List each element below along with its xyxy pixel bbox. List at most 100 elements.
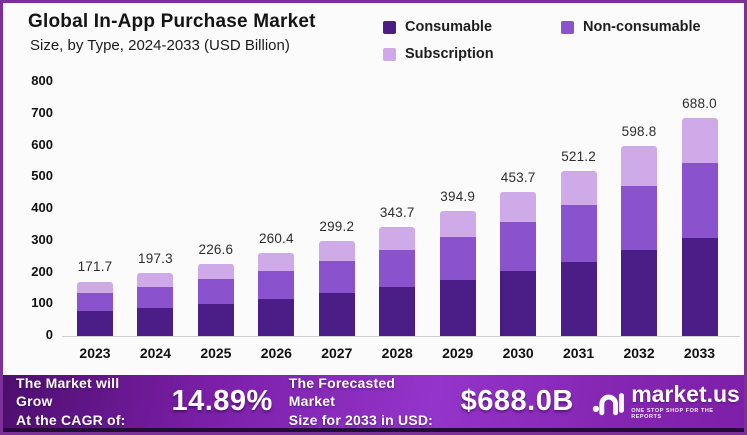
bar-2028 [379, 226, 416, 336]
bar-segment-subscription [137, 273, 174, 287]
x-axis-label-2033: 2033 [683, 345, 716, 361]
bar-segment-consumable [681, 237, 718, 336]
bar-2027 [318, 241, 355, 336]
x-axis-label-2032: 2032 [623, 345, 655, 361]
bar-segment-non-consumable [621, 185, 658, 251]
bar-segment-non-consumable [500, 222, 537, 272]
x-axis-label-2024: 2024 [139, 345, 172, 361]
y-axis-tick-label: 200 [31, 263, 53, 279]
forecast-label-line1: The Forecasted Market [288, 375, 396, 410]
bar-segment-subscription [258, 253, 295, 271]
bar-segment-non-consumable [560, 205, 597, 262]
bar-segment-subscription [77, 281, 113, 293]
bar-segment-subscription [500, 191, 537, 223]
bar-segment-subscription [379, 226, 416, 250]
legend-label: Subscription [405, 46, 494, 62]
bar-2025 [197, 264, 234, 336]
bar-segment-non-consumable [137, 286, 174, 308]
y-axis-tick-label: 500 [31, 168, 53, 184]
x-axis-label-2025: 2025 [200, 345, 232, 361]
legend-label: Consumable [405, 19, 493, 35]
bar-segment-non-consumable [379, 249, 416, 287]
bar-segment-non-consumable [439, 236, 476, 280]
bar-segment-subscription [681, 117, 718, 164]
legend-item-consumable: Consumable [383, 19, 561, 35]
y-axis-tick-label: 300 [31, 231, 53, 247]
y-axis-tick-label: 100 [31, 295, 53, 311]
bar-segment-consumable [621, 250, 658, 336]
bar-2029 [439, 210, 476, 336]
bar-2033 [681, 117, 718, 336]
bar-segment-non-consumable [258, 270, 295, 299]
legend-swatch-icon [561, 20, 574, 34]
bar-segment-subscription [197, 264, 234, 280]
x-axis-label-2030: 2030 [502, 345, 534, 361]
bar-segment-consumable [379, 286, 416, 336]
forecast-label-line2: Size for 2033 in USD: [288, 411, 434, 428]
page-title: Global In-App Purchase Market [28, 11, 316, 32]
bar-total-label: 598.8 [621, 123, 657, 139]
logo-text: market.us [631, 381, 740, 407]
bar-segment-subscription [318, 241, 355, 261]
bar-total-label: 343.7 [379, 204, 415, 220]
x-axis-label-2026: 2026 [260, 345, 292, 361]
legend-label: Non-consumable [583, 19, 701, 35]
x-axis-label-2028: 2028 [381, 345, 413, 361]
chart-plot-area: 171.7 197.3 226.6 260.4 299.2 343.7 394.9 453.7… [62, 82, 740, 337]
legend-swatch-icon [383, 20, 396, 34]
bar-segment-consumable [197, 303, 234, 336]
cagr-label-line1: The Market will Grow [16, 375, 120, 410]
x-axis-label-2023: 2023 [79, 345, 111, 361]
y-axis-tick-label: 800 [31, 73, 53, 88]
bar-segment-consumable [560, 261, 597, 336]
cagr-label: The Market will Grow At the CAGR of: [16, 374, 157, 429]
page-subtitle: Size, by Type, 2024-2033 (USD Billion) [30, 37, 290, 54]
cagr-value: 14.89% [171, 385, 273, 417]
bar-segment-non-consumable [318, 260, 355, 294]
y-axis-tick-label: 700 [31, 104, 53, 120]
bar-total-label: 260.4 [258, 231, 294, 247]
divider [3, 373, 744, 375]
bar-total-label: 394.9 [440, 188, 476, 204]
y-axis-tick-label: 0 [45, 327, 53, 342]
legend-item-non-consumable: Non-consumable [561, 19, 735, 35]
bar-segment-consumable [77, 311, 113, 336]
bar-2031 [560, 170, 597, 336]
bar-total-label: 453.7 [500, 169, 536, 185]
y-axis-tick-label: 600 [31, 136, 53, 152]
bar-segment-subscription [621, 145, 658, 186]
bar-2026 [258, 253, 295, 336]
marketus-logo: market.us ONE STOP SHOP FOR THE REPORTS [592, 383, 744, 420]
cagr-label-line2: At the CAGR of: [16, 411, 126, 428]
x-axis-line [62, 336, 740, 337]
bar-2023 [77, 281, 113, 336]
bar-segment-non-consumable [77, 292, 113, 312]
forecast-value: $688.0B [460, 385, 574, 417]
bar-total-label: 299.2 [319, 219, 355, 234]
bar-segment-non-consumable [197, 279, 234, 304]
legend-item-subscription: Subscription [383, 46, 561, 62]
x-axis-label-2029: 2029 [442, 345, 474, 361]
marketus-logo-icon [592, 392, 624, 415]
bar-segment-consumable [318, 293, 355, 336]
bar-2024 [137, 273, 174, 336]
bar-2032 [621, 145, 658, 336]
x-axis-label-2031: 2031 [563, 345, 595, 361]
bar-segment-consumable [500, 271, 537, 336]
bar-segment-subscription [560, 170, 597, 206]
bar-total-label: 171.7 [77, 259, 113, 275]
bar-segment-consumable [137, 307, 174, 336]
x-axis-label-2027: 2027 [321, 345, 353, 361]
bar-total-label: 226.6 [198, 242, 234, 258]
forecast-label: The Forecasted Market Size for 2033 in U… [289, 374, 443, 429]
footer-banner: The Market will Grow At the CAGR of: 14.… [3, 375, 744, 432]
legend-swatch-icon [383, 47, 396, 61]
bar-total-label: 197.3 [138, 251, 173, 267]
bar-segment-consumable [258, 298, 295, 336]
bar-segment-consumable [439, 279, 476, 336]
bar-total-label: 688.0 [682, 95, 717, 111]
logo-tagline: ONE STOP SHOP FOR THE REPORTS [631, 408, 714, 420]
bar-segment-non-consumable [681, 163, 718, 238]
legend: Consumable Non-consumable Subscription [383, 19, 735, 62]
